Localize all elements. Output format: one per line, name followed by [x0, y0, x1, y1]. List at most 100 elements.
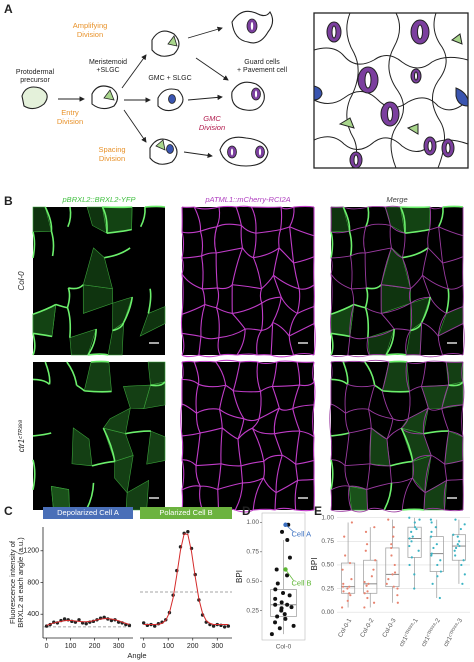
brxl2-crescent	[383, 482, 393, 511]
data-point	[434, 526, 437, 529]
data-point	[342, 590, 345, 593]
membrane	[349, 304, 355, 337]
membrane	[242, 247, 254, 259]
y-tick-label: 0.50	[321, 562, 334, 569]
y-tick-label: 1.00	[246, 519, 259, 526]
yfp-cell	[102, 427, 134, 462]
data-point	[279, 606, 284, 611]
membrane	[215, 287, 220, 308]
membrane	[204, 303, 217, 309]
membrane	[366, 489, 368, 511]
data-point	[363, 606, 366, 609]
brxl2-crescent	[122, 296, 134, 323]
membrane	[419, 322, 423, 356]
data-point	[462, 559, 465, 562]
membrane	[330, 485, 350, 491]
data-point	[439, 559, 442, 562]
data-point	[342, 582, 345, 585]
membrane	[253, 247, 280, 259]
membrane	[298, 284, 315, 290]
data-point	[410, 530, 413, 533]
data-point	[432, 546, 435, 550]
membrane	[386, 439, 391, 466]
micrograph	[330, 205, 465, 358]
brxl2-crescent	[68, 284, 84, 290]
data-point	[408, 516, 411, 519]
brxl2-crescent	[44, 361, 51, 385]
membrane	[330, 360, 344, 363]
membrane	[442, 353, 464, 356]
membrane	[344, 384, 348, 414]
data-point	[348, 561, 352, 565]
membrane	[297, 306, 315, 314]
annotation: Cell A	[292, 530, 312, 539]
data-point	[282, 612, 287, 617]
membrane	[280, 296, 298, 314]
membrane	[401, 418, 409, 429]
membrane	[421, 322, 439, 337]
brxl2-crescent	[423, 430, 449, 435]
panel-label: E	[314, 504, 322, 518]
brxl2-crescent	[106, 228, 132, 234]
micrograph	[180, 359, 316, 513]
membrane	[219, 385, 227, 410]
data-point	[459, 527, 462, 531]
membrane	[422, 247, 429, 276]
membrane	[330, 361, 333, 380]
membrane	[330, 230, 350, 234]
data-point	[341, 568, 344, 571]
membrane	[349, 226, 366, 232]
membrane	[384, 205, 401, 208]
division-label: Amplifying	[73, 21, 108, 30]
micrograph	[329, 359, 465, 513]
brxl2-crescent	[330, 378, 348, 385]
row-title: Col-0	[17, 271, 26, 291]
membrane	[424, 455, 432, 493]
brxl2-crescent	[330, 231, 334, 259]
membrane	[181, 273, 184, 315]
x-tick-label: 0	[45, 643, 49, 650]
membrane	[240, 460, 264, 467]
meristemoid	[167, 35, 178, 47]
brxl2-crescent	[66, 361, 78, 386]
membrane	[263, 477, 277, 494]
membrane	[429, 206, 444, 210]
membrane	[198, 354, 221, 358]
membrane	[218, 328, 246, 339]
membrane	[180, 404, 183, 437]
panel-b: B pBRXL2::BRXL2-YFP pATML1::mCherry-RCI2A…	[4, 194, 465, 513]
data-point	[364, 549, 367, 552]
data-point	[289, 605, 294, 610]
membrane	[215, 307, 220, 338]
membrane	[384, 206, 391, 226]
data-point	[396, 601, 399, 604]
data-point	[343, 535, 346, 538]
membrane	[289, 226, 295, 264]
x-tick-label: 200	[187, 643, 199, 650]
membrane	[444, 464, 448, 481]
data-point	[396, 587, 399, 590]
membrane	[343, 206, 369, 210]
division-label: Spacing	[98, 145, 125, 154]
brxl2-crescent	[365, 206, 370, 228]
membrane	[330, 509, 352, 512]
membrane	[363, 226, 367, 254]
membrane	[235, 205, 252, 208]
membrane	[293, 256, 315, 264]
micrograph	[32, 360, 166, 511]
x-tick-label: 0	[142, 643, 146, 650]
membrane	[255, 229, 281, 234]
membrane	[181, 432, 201, 437]
membrane	[350, 252, 366, 257]
membrane	[235, 206, 242, 226]
membrane	[364, 359, 390, 363]
membrane	[216, 206, 221, 228]
membrane	[219, 408, 245, 420]
brxl2-crescent	[150, 381, 166, 387]
membrane	[293, 205, 315, 208]
box	[363, 559, 378, 594]
membrane	[389, 465, 392, 483]
membrane	[292, 408, 301, 432]
membrane	[245, 328, 262, 332]
